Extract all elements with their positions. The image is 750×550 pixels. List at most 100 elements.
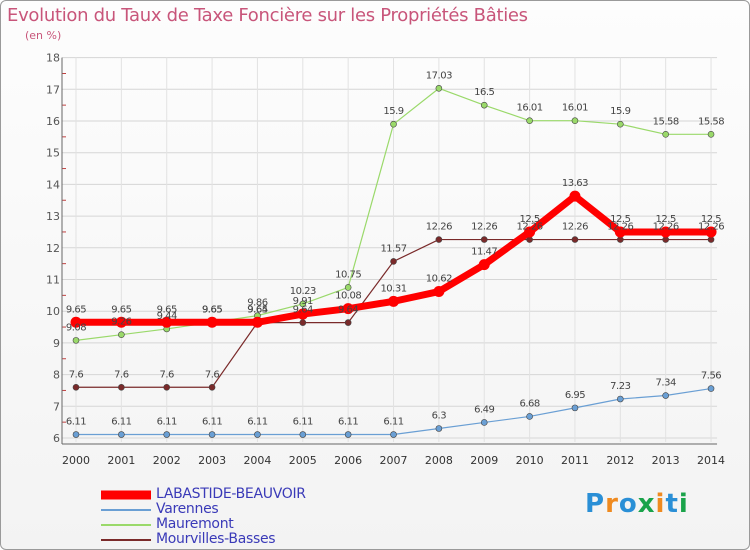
- data-label-varennes: 6.11: [157, 417, 177, 428]
- data-label-varennes: 7.56: [701, 371, 721, 382]
- data-point-varennes: [163, 431, 171, 438]
- data-point-mauremont: [571, 117, 579, 124]
- data-label-labastide: 9.91: [293, 296, 313, 307]
- data-label-varennes: 6.11: [66, 417, 86, 428]
- data-label-labastide: 12.5: [701, 214, 721, 225]
- data-label-varennes: 6.11: [338, 417, 358, 428]
- x-tick-label: 2000: [62, 454, 90, 467]
- data-label-labastide: 11.47: [471, 247, 497, 258]
- data-label-varennes: 6.11: [383, 417, 403, 428]
- x-tick-label: 2014: [697, 454, 725, 467]
- data-point-varennes: [435, 425, 443, 432]
- x-tick-label: 2002: [153, 454, 181, 467]
- x-tick-label: 2008: [425, 454, 453, 467]
- legend-item-mourvilles: Mourvilles-Basses: [101, 532, 306, 547]
- data-label-labastide: 9.65: [247, 304, 267, 315]
- data-label-mauremont: 16.01: [517, 103, 543, 114]
- data-label-mauremont: 17.03: [426, 70, 452, 81]
- legend-label-mauremont: Mauremont: [156, 516, 234, 532]
- logo-letter: i: [655, 489, 666, 519]
- data-point-mauremont: [118, 331, 125, 338]
- data-point-labastide: [161, 316, 173, 328]
- y-tick-label: 18: [46, 52, 60, 65]
- data-label-varennes: 6.68: [519, 398, 539, 409]
- data-label-mourvilles: 7.6: [69, 369, 84, 380]
- data-label-mauremont: 9.86: [247, 298, 267, 309]
- data-point-varennes: [299, 431, 307, 438]
- legend-label-mourvilles: Mourvilles-Basses: [156, 531, 276, 547]
- legend-swatch-varennes: [101, 508, 151, 511]
- proxiti-logo: Proxiti: [585, 489, 689, 519]
- data-point-mourvilles: [299, 319, 307, 326]
- data-label-mauremont: 15.58: [653, 116, 679, 127]
- data-point-varennes: [344, 431, 352, 438]
- data-point-labastide: [388, 295, 400, 307]
- chart-subtitle: (en %): [25, 29, 62, 42]
- data-point-mourvilles: [435, 236, 443, 243]
- data-point-labastide: [705, 226, 717, 238]
- legend-item-varennes: Varennes: [101, 502, 306, 517]
- x-tick-label: 2001: [107, 454, 135, 467]
- data-label-mauremont: 15.9: [383, 106, 403, 117]
- data-point-mauremont: [299, 300, 307, 308]
- data-label-mourvilles: 9.64: [338, 305, 358, 316]
- data-label-mourvilles: 12.26: [562, 222, 588, 233]
- data-label-varennes: 6.11: [247, 417, 267, 428]
- data-label-varennes: 6.11: [111, 417, 131, 428]
- data-label-mourvilles: 7.6: [114, 369, 129, 380]
- legend-swatch-mauremont: [101, 523, 151, 526]
- data-label-mourvilles: 7.6: [205, 369, 220, 380]
- x-tick-label: 2012: [606, 454, 634, 467]
- y-tick-label: 11: [46, 274, 60, 287]
- data-label-mauremont: 10.75: [335, 269, 361, 280]
- data-label-mourvilles: 12.26: [426, 222, 452, 233]
- data-label-varennes: 7.34: [656, 378, 676, 389]
- data-label-mourvilles: 12.26: [653, 222, 679, 233]
- data-point-mauremont: [526, 117, 533, 124]
- y-tick-label: 10: [46, 305, 60, 318]
- data-point-mourvilles: [163, 383, 171, 391]
- x-tick-label: 2009: [470, 454, 498, 467]
- x-tick-label: 2004: [243, 454, 271, 467]
- y-tick-label: 9: [53, 337, 60, 350]
- data-point-labastide: [660, 226, 672, 238]
- data-label-labastide: 12.5: [519, 214, 539, 225]
- data-label-labastide: 10.62: [426, 274, 452, 285]
- data-label-mauremont: 9.44: [157, 311, 177, 322]
- y-tick-label: 17: [46, 83, 60, 96]
- data-label-mauremont: 16.5: [474, 87, 494, 98]
- logo-letter: i: [678, 489, 689, 519]
- y-tick-label: 14: [46, 178, 60, 191]
- data-point-varennes: [254, 431, 261, 438]
- data-label-mourvilles: 12.26: [607, 222, 633, 233]
- data-point-varennes: [72, 431, 80, 438]
- data-point-mauremont: [435, 85, 443, 92]
- data-point-mourvilles: [707, 236, 715, 243]
- data-point-labastide: [433, 286, 445, 298]
- data-point-mourvilles: [480, 236, 488, 243]
- legend: LABASTIDE-BEAUVOIR Varennes Mauremont Mo…: [101, 487, 306, 547]
- data-point-labastide: [569, 190, 581, 202]
- data-point-varennes: [118, 431, 125, 438]
- data-point-mourvilles: [662, 236, 669, 243]
- logo-letter: x: [637, 489, 656, 519]
- data-point-labastide: [342, 303, 354, 315]
- data-label-labastide: 9.65: [202, 304, 222, 315]
- data-label-varennes: 6.49: [474, 404, 494, 415]
- data-point-mauremont: [662, 131, 669, 138]
- data-point-varennes: [617, 395, 624, 403]
- data-point-varennes: [662, 392, 669, 399]
- x-tick-label: 2011: [561, 454, 589, 467]
- data-label-mauremont: 16.01: [562, 103, 588, 114]
- legend-label-varennes: Varennes: [156, 501, 219, 517]
- data-point-labastide: [251, 316, 263, 328]
- data-point-mauremont: [480, 101, 488, 109]
- data-label-mauremont: 9.26: [111, 317, 131, 328]
- data-label-varennes: 6.3: [432, 410, 447, 421]
- data-label-labastide: 9.65: [66, 304, 86, 315]
- y-tick-label: 16: [46, 115, 60, 128]
- data-label-labastide: 9.65: [111, 304, 131, 315]
- legend-item-mauremont: Mauremont: [101, 517, 306, 532]
- data-point-labastide: [478, 259, 490, 271]
